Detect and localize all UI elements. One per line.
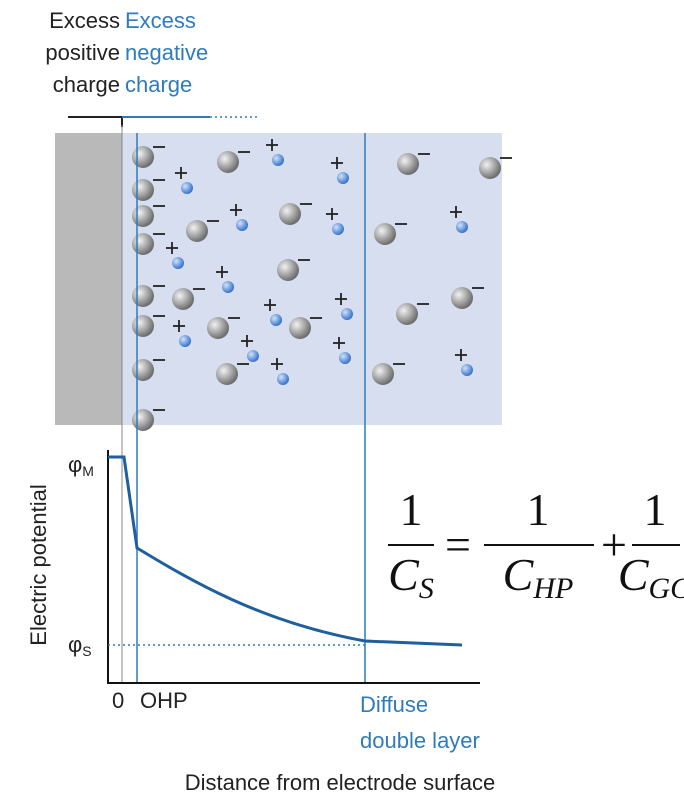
cation [332,223,344,235]
anion [289,317,311,339]
equation: 1 CS = 1 CHP + 1 CGC [388,484,684,605]
diffuse-label: double layer [360,728,480,753]
cation [172,257,184,269]
cation [341,308,353,320]
anion [132,315,154,337]
anion [279,203,301,225]
anion [216,363,238,385]
anion [132,146,154,168]
anion [372,363,394,385]
anion [277,259,299,281]
label-line: negative [125,40,208,65]
anion [207,317,229,339]
cation [236,219,248,231]
denominator: CGC [618,549,684,605]
cation [181,182,193,194]
zero-label: 0 [112,688,124,713]
anion [172,288,194,310]
label-line: positive [45,40,120,65]
solution [122,133,502,425]
numerator: 1 [527,484,550,535]
cation [339,352,351,364]
subscript: S [82,643,91,659]
cation [247,350,259,362]
anion [132,179,154,201]
anion [374,223,396,245]
denominator: CS [388,549,434,605]
anion [132,409,154,431]
subscript: M [82,463,94,479]
subscript: HP [532,572,573,605]
anion [479,157,501,179]
label-line: charge [125,72,192,97]
cation [337,172,349,184]
electrode [55,133,122,425]
base: C [388,549,420,600]
cation [461,364,473,376]
anion [396,303,418,325]
anion [451,287,473,309]
symbol: φ [68,632,82,657]
y-axis-label: Electric potential [26,484,51,645]
subscript: S [419,572,434,605]
ohp-label: OHP [140,688,188,713]
symbol: φ [68,452,82,477]
x-axis-label: Distance from electrode surface [185,770,496,795]
anion [217,151,239,173]
numerator: 1 [400,484,423,535]
diffuse-label: Diffuse [360,692,428,717]
phi-s: φS [68,632,92,659]
cation [179,335,191,347]
numerator: 1 [644,484,667,535]
phi-m: φM [68,452,94,479]
anion [397,153,419,175]
operator: = [445,519,471,570]
ions [132,139,512,431]
negative-label: Excess negative charge [125,8,208,97]
label-line: Excess [125,8,196,33]
anion [132,205,154,227]
positive-label: Excess positive charge [45,8,120,97]
label-line: Excess [49,8,120,33]
base: C [618,549,650,600]
denominator: CHP [503,549,574,605]
cation [272,154,284,166]
anion [132,285,154,307]
label-line: charge [53,72,120,97]
cation [270,314,282,326]
operator: + [601,519,627,570]
base: C [503,549,535,600]
anion [132,233,154,255]
subscript: GC [649,572,684,605]
cation [456,221,468,233]
anion [132,359,154,381]
cation [222,281,234,293]
potential-curve [108,455,463,647]
cation [277,373,289,385]
anion [186,220,208,242]
